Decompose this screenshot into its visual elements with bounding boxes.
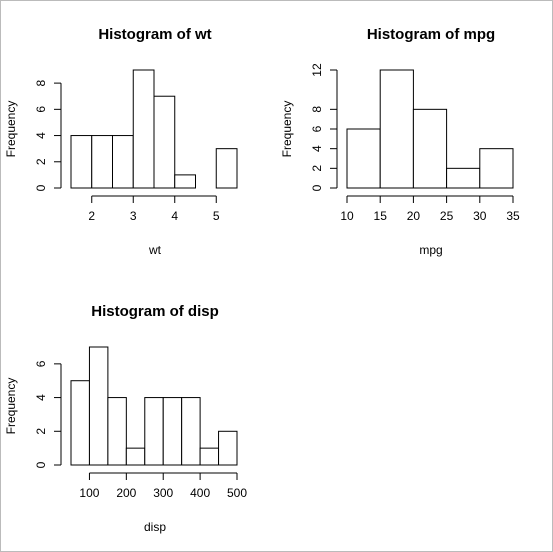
bar: [153, 95, 176, 189]
y-tick-label: 4: [34, 132, 48, 139]
y-tick-label: 12: [310, 63, 324, 77]
x-axis-label: mpg: [419, 243, 442, 257]
bar: [379, 69, 414, 189]
bar: [446, 167, 481, 189]
bar: [215, 148, 238, 189]
y-tick-label: 0: [34, 184, 48, 191]
bar: [88, 346, 109, 466]
y-tick-label: 6: [34, 360, 48, 367]
bar: [91, 135, 113, 189]
y-tick-label: 2: [310, 165, 324, 172]
chart-title: Histogram of mpg: [367, 26, 495, 43]
x-tick-label: 20: [407, 209, 421, 223]
y-axis-label: Frequency: [4, 378, 18, 435]
y-tick-label: 8: [310, 106, 324, 113]
bar: [125, 447, 146, 466]
y-tick-label: 8: [34, 79, 48, 86]
x-tick-label: 25: [440, 209, 454, 223]
bar: [199, 447, 220, 466]
x-tick-label: 300: [153, 486, 173, 500]
x-tick-label: 5: [213, 209, 220, 223]
chart-title: Histogram of disp: [91, 303, 219, 320]
x-tick-label: 200: [116, 486, 136, 500]
x-tick-label: 30: [473, 209, 487, 223]
bar: [70, 135, 93, 189]
bar: [112, 135, 134, 189]
y-tick-label: 2: [34, 428, 48, 435]
y-tick-label: 0: [34, 461, 48, 468]
bar: [218, 430, 238, 466]
bar: [346, 128, 381, 189]
x-axis-label: disp: [144, 520, 166, 534]
bar: [181, 397, 201, 466]
x-tick-label: 400: [190, 486, 210, 500]
bar: [107, 397, 127, 466]
bar: [132, 69, 155, 189]
x-tick-label: 35: [506, 209, 520, 223]
y-tick-label: 0: [310, 184, 324, 191]
y-axis-label: Frequency: [4, 101, 18, 158]
y-tick-label: 2: [34, 158, 48, 165]
x-tick-label: 15: [374, 209, 388, 223]
y-tick-label: 4: [34, 394, 48, 401]
bar: [144, 397, 164, 466]
bar: [162, 397, 183, 466]
x-tick-label: 10: [340, 209, 354, 223]
x-tick-label: 3: [130, 209, 137, 223]
x-axis-label: wt: [148, 243, 162, 257]
bar: [479, 148, 514, 189]
x-tick-label: 100: [79, 486, 99, 500]
y-tick-label: 6: [34, 106, 48, 113]
x-tick-label: 500: [227, 486, 247, 500]
bar: [70, 380, 90, 466]
x-tick-label: 2: [88, 209, 95, 223]
bar: [174, 174, 196, 189]
y-tick-label: 6: [310, 125, 324, 132]
chart-title: Histogram of wt: [98, 26, 211, 43]
y-tick-label: 4: [310, 145, 324, 152]
x-tick-label: 4: [171, 209, 178, 223]
y-axis-label: Frequency: [280, 101, 294, 158]
bar: [412, 108, 448, 189]
